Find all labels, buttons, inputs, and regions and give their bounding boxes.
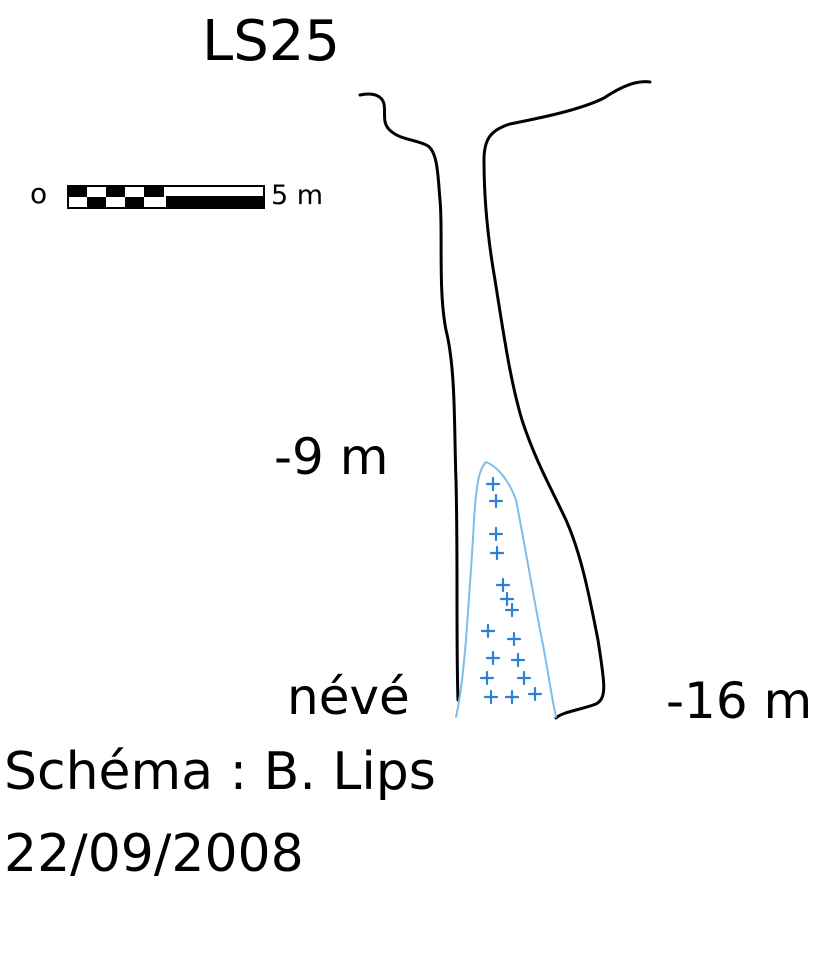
plus-icon [488, 493, 504, 509]
plus-icon [504, 602, 520, 618]
survey-date: 22/09/2008 [4, 824, 304, 884]
cave-right-wall [482, 80, 652, 720]
neve-markers [479, 476, 543, 705]
cave-left-wall [358, 92, 460, 702]
plus-icon [510, 652, 526, 668]
plus-icon [479, 670, 495, 686]
plus-icon [504, 689, 520, 705]
depth-label-upper: -9 m [274, 428, 389, 486]
scale-bar [67, 185, 265, 209]
scale-start-label: o [30, 177, 48, 210]
plus-icon [495, 577, 511, 593]
plus-icon [516, 670, 532, 686]
plus-icon [480, 623, 496, 639]
plus-icon [527, 686, 543, 702]
author-credit: Schéma : B. Lips [4, 742, 436, 802]
plus-icon [483, 689, 499, 705]
plus-icon [488, 526, 504, 542]
depth-label-bottom: -16 m [666, 672, 813, 730]
neve-deposit-outline [455, 460, 557, 718]
diagram-title: LS25 [202, 9, 341, 74]
plus-icon [506, 631, 522, 647]
plus-icon [485, 476, 501, 492]
scale-end-label: 5 m [271, 180, 324, 211]
plus-icon [489, 545, 505, 561]
plus-icon [485, 650, 501, 666]
neve-label: névé [287, 668, 410, 726]
plus-icon [499, 591, 515, 607]
